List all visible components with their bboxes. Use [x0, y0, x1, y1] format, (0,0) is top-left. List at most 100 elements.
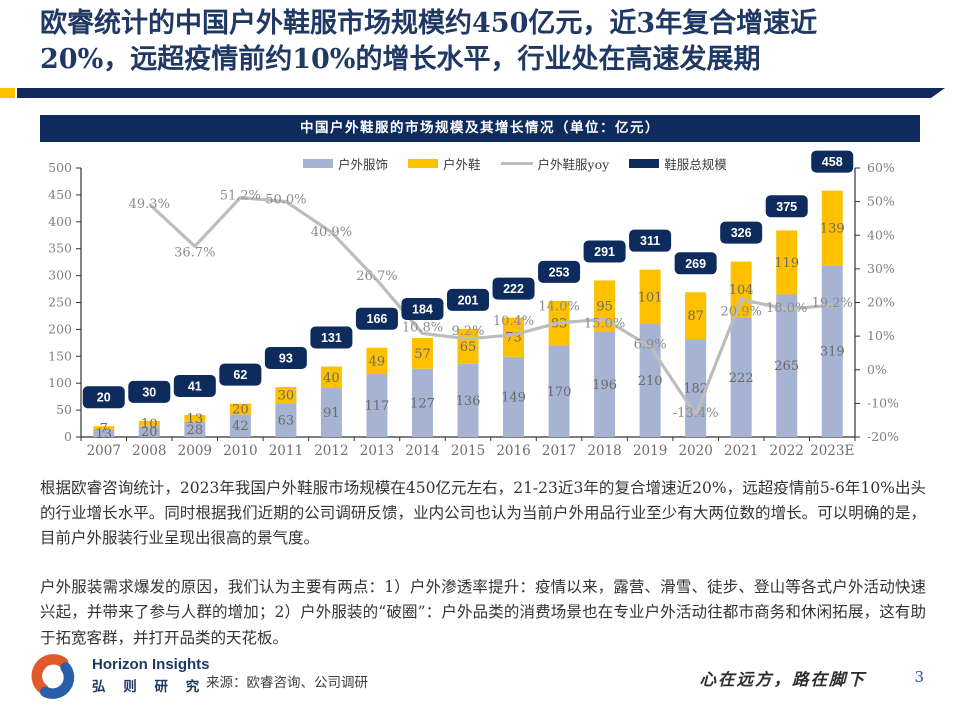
yoy-point-label: 40.9% — [311, 225, 352, 240]
source-note: 来源：欧睿咨询、公司调研 — [206, 675, 368, 691]
bar-shoes-value: 57 — [414, 347, 431, 362]
right-axis-tick-label: 40% — [867, 227, 895, 242]
page-title-line2: 20%，远超疫情前约10%的增长水平，行业处在高速发展期 — [40, 43, 761, 75]
x-axis-category-label: 2013 — [360, 443, 394, 459]
yoy-point-label: 36.7% — [174, 245, 215, 260]
total-badge — [447, 288, 489, 311]
total-badge — [538, 260, 581, 283]
bar-shoes — [275, 386, 297, 404]
x-axis-category-label: 2022 — [770, 443, 804, 459]
right-axis-tick-label: 10% — [867, 328, 895, 343]
bar-apparel — [776, 294, 798, 437]
total-badge — [811, 150, 854, 173]
bar-shoes-value: 13 — [187, 412, 204, 427]
total-badge-value: 131 — [321, 331, 342, 345]
legend-label: 户外鞋 — [443, 157, 481, 172]
total-badge-value: 41 — [188, 379, 202, 393]
total-badge-value: 311 — [640, 234, 660, 248]
bar-apparel — [275, 403, 297, 437]
total-badge — [219, 363, 262, 386]
legend-item: 鞋服总规模 — [629, 154, 727, 173]
bar-apparel — [93, 430, 115, 437]
legend-item: 户外鞋 — [408, 154, 481, 173]
page-title: 欧睿统计的中国户外鞋服市场规模约450亿元，近3年复合增速近 20%，远超疫情前… — [40, 6, 940, 78]
page-number: 3 — [914, 668, 924, 686]
left-axis-tick-label: 400 — [48, 214, 72, 229]
total-badge — [128, 380, 171, 403]
bar-apparel — [320, 388, 342, 437]
divider-yellow-block — [0, 88, 15, 98]
yoy-point-label: 19.2% — [812, 296, 853, 311]
bar-apparel — [503, 356, 525, 437]
x-axis-category-label: 2007 — [87, 443, 121, 459]
bar-apparel — [138, 426, 160, 437]
chart-legend: 户外服饰 户外鞋 户外鞋服yoy 鞋服总规模 — [303, 154, 727, 173]
paragraph-demand-reasons: 户外服装需求爆发的原因，我们认为主要有两点：1）户外渗透率提升：疫情以来，露营、… — [40, 578, 926, 647]
total-badge — [173, 374, 216, 397]
left-axis-tick-label: 100 — [48, 375, 72, 390]
bar-shoes — [639, 269, 661, 325]
yoy-point-label: 51.2% — [220, 189, 261, 204]
bar-shoes-value: 20 — [232, 403, 249, 418]
total-badge-value: 62 — [233, 368, 247, 382]
legend-color-swatch — [629, 159, 660, 168]
total-badge-value: 253 — [549, 265, 570, 279]
left-axis-tick-label: 500 — [48, 160, 72, 175]
bar-shoes — [366, 347, 388, 375]
legend-item: 户外鞋服yoy — [500, 154, 609, 173]
bar-apparel — [821, 265, 843, 437]
left-axis-tick-label: 450 — [48, 187, 72, 202]
total-badge-value: 184 — [412, 303, 433, 317]
legend-label: 户外服饰 — [338, 157, 389, 172]
total-badge — [720, 221, 763, 244]
bar-apparel-value: 42 — [232, 419, 249, 434]
total-badge-value: 326 — [731, 226, 752, 240]
total-badge — [82, 386, 125, 409]
bar-shoes — [411, 338, 433, 369]
bar-apparel-value: 117 — [365, 399, 390, 414]
right-axis-tick-label: -10% — [867, 395, 899, 410]
legend-color-swatch — [303, 159, 333, 168]
page-title-line1: 欧睿统计的中国户外鞋服市场规模约450亿元，近3年复合增速近 — [40, 8, 818, 39]
footer-slogan: 心在远方，路在脚下 — [699, 670, 866, 689]
bar-apparel-value: 222 — [729, 371, 754, 386]
bar-apparel — [730, 317, 752, 437]
legend-line-swatch — [500, 162, 533, 165]
yoy-point-label: 14.0% — [538, 300, 579, 315]
right-axis-tick-label: 20% — [867, 295, 895, 310]
x-axis-category-label: 2017 — [542, 443, 576, 459]
x-axis-category-label: 2023E — [810, 443, 854, 459]
right-axis-tick-label: 0% — [867, 362, 887, 377]
total-badge-value: 201 — [458, 293, 479, 307]
bar-apparel-value: 91 — [323, 406, 340, 421]
total-badge-value: 30 — [142, 385, 156, 399]
left-axis-tick-label: 200 — [48, 321, 72, 336]
total-badge — [765, 195, 808, 218]
bar-shoes — [821, 190, 843, 266]
bar-shoes-value: 40 — [323, 371, 340, 386]
total-badge-value: 269 — [685, 257, 706, 271]
total-badge-value: 20 — [97, 391, 111, 405]
total-badge — [264, 346, 307, 369]
left-axis-tick-label: 0 — [64, 429, 72, 444]
bar-shoes — [730, 261, 752, 318]
left-axis-tick-label: 300 — [48, 268, 72, 283]
bar-apparel-value: 127 — [410, 396, 435, 411]
bar-shoes-value: 119 — [774, 256, 799, 271]
bar-apparel-value: 63 — [278, 414, 295, 429]
total-badge-value: 222 — [503, 282, 524, 296]
bar-apparel-value: 136 — [456, 394, 481, 409]
bar-apparel-value: 210 — [638, 374, 663, 389]
right-axis-tick-label: 30% — [867, 261, 895, 276]
legend-label: 鞋服总规模 — [664, 157, 727, 172]
bar-shoes-value: 87 — [687, 309, 704, 324]
yoy-point-label: 10.8% — [402, 320, 443, 335]
legend-color-swatch — [408, 159, 439, 168]
total-badge — [355, 307, 398, 330]
bar-apparel-value: 319 — [820, 345, 845, 360]
paragraph-market-size: 根据欧睿咨询统计，2023年我国户外鞋服市场规模在450亿元左右，21-23近3… — [40, 479, 926, 548]
total-badge-value: 166 — [367, 312, 388, 326]
brand-block: Horizon Insights 弘 则 研 究 — [92, 656, 210, 695]
chart-area: 户外服饰 户外鞋 户外鞋服yoy 鞋服总规模 0 50 100 150 200 250 300 35… — [40, 142, 920, 477]
